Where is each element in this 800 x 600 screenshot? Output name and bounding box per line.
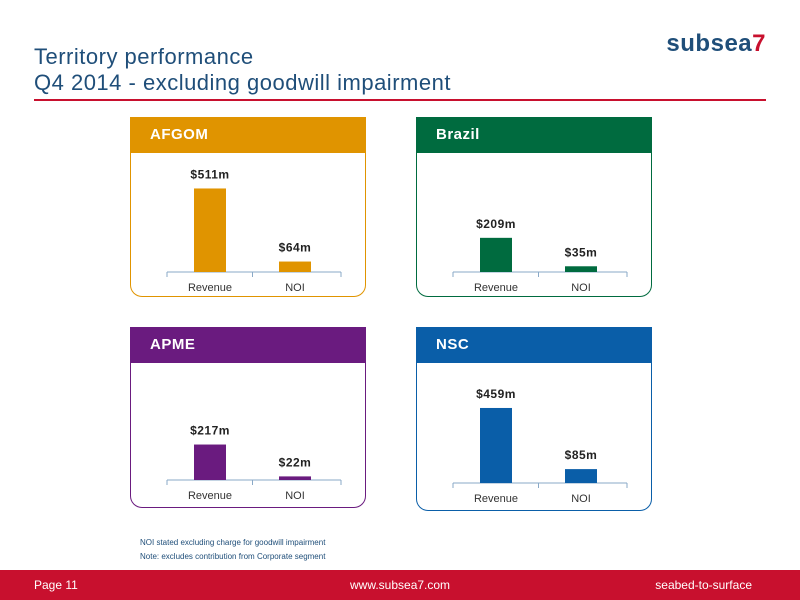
page-number: Page 11 xyxy=(34,578,78,592)
bar-afgom-noi xyxy=(279,261,311,272)
panel-header-afgom: AFGOM xyxy=(130,117,366,153)
category-label-afgom-revenue: Revenue xyxy=(188,282,232,294)
header-divider xyxy=(34,99,766,101)
footer-bar: Page 11 www.subsea7.com seabed-to-surfac… xyxy=(0,570,800,600)
bar-brazil-noi xyxy=(565,266,597,272)
panel-header-brazil: Brazil xyxy=(416,117,652,153)
category-label-nsc-noi: NOI xyxy=(571,493,591,505)
chart-apme: $217m Revenue $22m NOI xyxy=(166,424,342,502)
panel-apme: APME $217m Revenue $22m NOI xyxy=(130,327,366,508)
website-link[interactable]: www.subsea7.com xyxy=(350,578,451,592)
category-label-apme-revenue: Revenue xyxy=(188,490,232,502)
category-label-afgom-noi: NOI xyxy=(285,282,305,294)
footnotes: NOI stated excluding charge for goodwill… xyxy=(140,536,325,564)
panel-brazil: Brazil $209m Revenue $35m NOI xyxy=(416,117,652,297)
category-label-apme-noi: NOI xyxy=(285,490,305,502)
bar-brazil-revenue xyxy=(480,237,512,272)
category-label-brazil-noi: NOI xyxy=(571,282,591,294)
logo-number: 7 xyxy=(752,30,766,57)
subsea7-logo: subsea7 xyxy=(666,30,766,58)
chart-afgom: $511m Revenue $64m NOI xyxy=(166,167,342,294)
bar-apme-noi xyxy=(279,476,311,480)
value-label-brazil-noi: $35m xyxy=(565,245,598,259)
value-label-afgom-noi: $64m xyxy=(279,241,312,255)
panel-afgom: AFGOM $511m Revenue $64m NOI xyxy=(130,117,366,297)
value-label-apme-noi: $22m xyxy=(279,455,312,469)
title-line-1: Territory performance xyxy=(34,44,254,69)
logo-text: subsea xyxy=(666,30,753,57)
category-label-brazil-revenue: Revenue xyxy=(474,282,518,294)
bar-afgom-revenue xyxy=(194,188,226,272)
value-label-afgom-revenue: $511m xyxy=(190,167,229,181)
panel-nsc: NSC $459m Revenue $85m NOI xyxy=(416,327,652,511)
panel-header-nsc: NSC xyxy=(416,327,652,363)
title-line-2: Q4 2014 - excluding goodwill impairment xyxy=(34,70,451,95)
chart-brazil: $209m Revenue $35m NOI xyxy=(452,217,628,294)
footnote-1: NOI stated excluding charge for goodwill… xyxy=(140,538,326,547)
value-label-nsc-revenue: $459m xyxy=(476,387,516,401)
value-label-nsc-noi: $85m xyxy=(565,448,598,462)
tagline: seabed-to-surface xyxy=(655,578,752,592)
value-label-apme-revenue: $217m xyxy=(190,424,230,438)
category-label-nsc-revenue: Revenue xyxy=(474,493,518,505)
chart-nsc: $459m Revenue $85m NOI xyxy=(452,387,628,505)
bar-nsc-revenue xyxy=(480,407,512,483)
value-label-brazil-revenue: $209m xyxy=(476,217,516,231)
page-title: Territory performance Q4 2014 - excludin… xyxy=(34,44,451,96)
panel-header-apme: APME xyxy=(130,327,366,363)
bar-nsc-noi xyxy=(565,469,597,483)
footnote-2: Note: excludes contribution from Corpora… xyxy=(140,552,326,561)
bar-apme-revenue xyxy=(194,444,226,480)
